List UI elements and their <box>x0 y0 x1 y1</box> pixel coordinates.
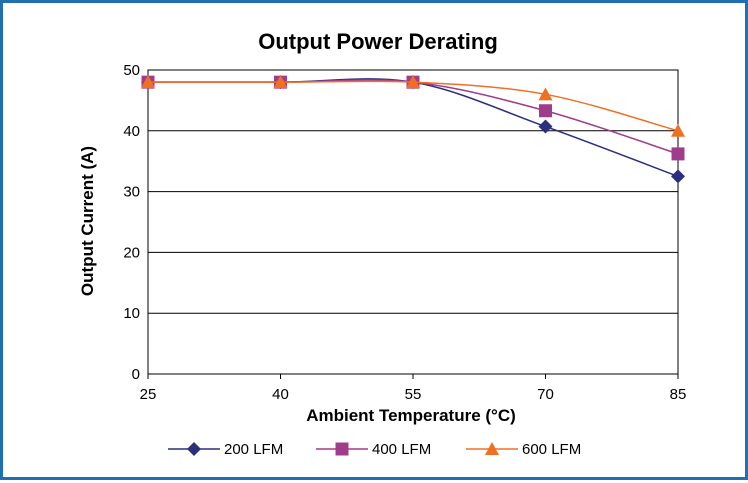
data-point <box>538 87 553 101</box>
y-tick-label: 40 <box>123 123 140 140</box>
legend-marker <box>187 442 201 456</box>
data-point <box>141 75 155 89</box>
data-point <box>273 75 288 89</box>
x-axis-ticks: 25 40 55 70 85 <box>140 374 687 403</box>
x-tick-label: 25 <box>140 386 157 403</box>
y-tick-label: 30 <box>123 184 140 201</box>
y-tick-label: 20 <box>123 244 140 261</box>
y-tick-label: 0 <box>132 366 140 383</box>
derating-chart: Output Power Derating 0 10 20 30 40 50 25 40 55… <box>78 29 687 458</box>
legend-label: 200 LFM <box>224 441 283 458</box>
chart-title: Output Power Derating <box>258 29 498 54</box>
legend-item: 200 LFM <box>168 441 283 458</box>
x-tick-label: 70 <box>537 386 554 403</box>
legend-item: 400 LFM <box>316 441 431 458</box>
y-tick-label: 10 <box>123 305 140 322</box>
legend-marker <box>485 442 499 455</box>
series-600-lfm <box>141 75 685 137</box>
y-axis-ticks: 0 10 20 30 40 50 <box>123 62 140 383</box>
data-point <box>671 147 685 161</box>
data-point <box>671 169 685 184</box>
data-point <box>538 119 553 134</box>
plot-area <box>147 69 679 375</box>
x-tick-label: 85 <box>670 386 687 403</box>
y-tick-label: 50 <box>123 62 140 79</box>
grid-lines <box>148 69 678 375</box>
legend-label: 600 LFM <box>522 441 581 458</box>
x-axis-label: Ambient Temperature (°C) <box>306 406 516 425</box>
legend: 200 LFM 400 LFM 600 LFM <box>168 441 581 458</box>
data-point <box>406 75 420 89</box>
series-layer <box>141 75 685 184</box>
x-tick-label: 40 <box>272 386 289 403</box>
legend-item: 600 LFM <box>466 441 581 458</box>
legend-marker <box>335 442 349 456</box>
series-line <box>148 79 679 155</box>
y-axis-label: Output Current (A) <box>78 146 97 296</box>
data-point <box>671 123 685 137</box>
legend-label: 400 LFM <box>372 441 431 458</box>
data-point <box>539 104 552 118</box>
x-tick-label: 55 <box>405 386 422 403</box>
